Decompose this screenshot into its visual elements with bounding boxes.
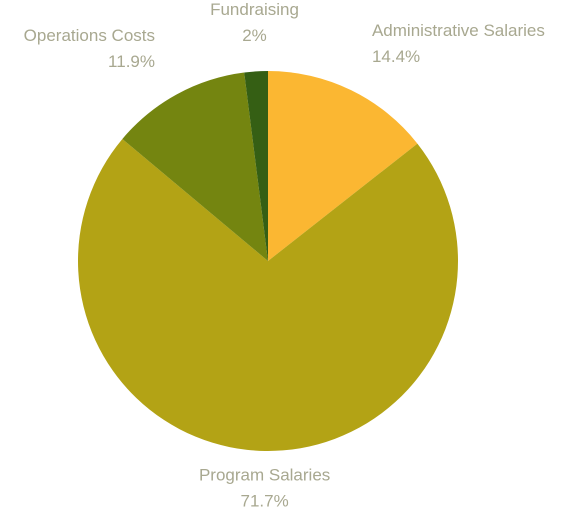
slice-value-label: 11.9% [108,52,155,71]
pie-slice [244,71,268,261]
slice-label: Fundraising [210,0,299,19]
pie-slice [268,71,418,261]
slice-label: Operations Costs [24,26,155,45]
slice-label: Program Salaries [199,465,330,484]
slice-value-label: 14.4% [372,47,420,66]
slice-value-label: 71.7% [241,491,289,510]
slice-value-label: 2% [242,26,267,45]
pie-slice [122,72,268,262]
pie-slice [77,138,459,452]
slice-label: Administrative Salaries [372,21,545,40]
